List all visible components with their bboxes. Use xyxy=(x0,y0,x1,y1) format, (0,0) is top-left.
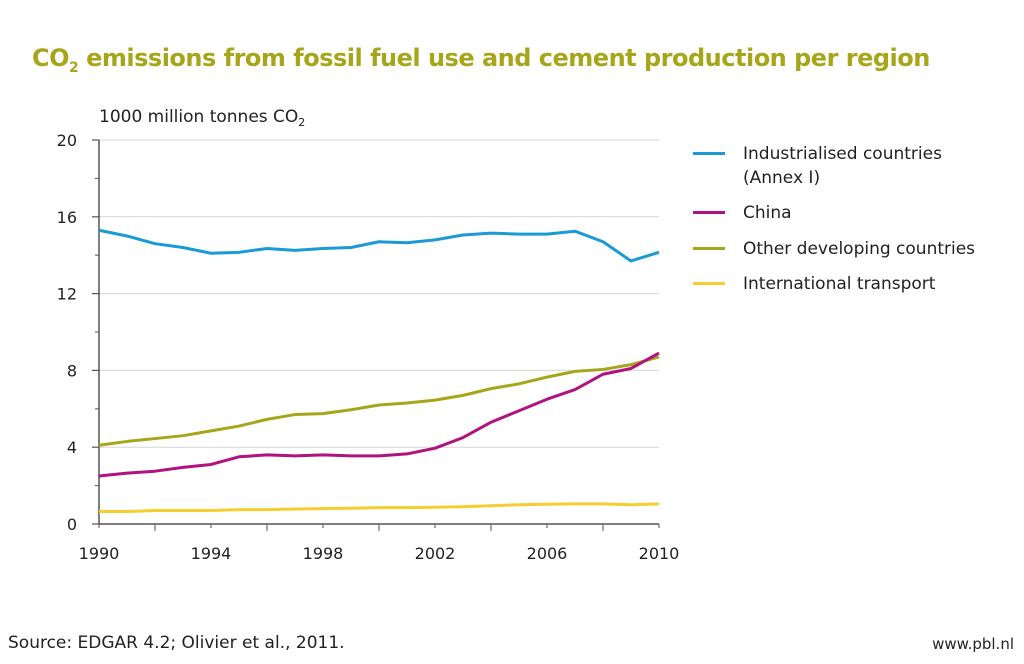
source-note: Source: EDGAR 4.2; Olivier et al., 2011. xyxy=(8,633,345,653)
x-tick-label: 1994 xyxy=(191,544,232,563)
y-axis-label: 1000 million tonnes CO2 xyxy=(99,107,305,129)
y-tick-label: 16 xyxy=(57,208,77,227)
series-line-industrialised-countries-annex-i- xyxy=(98,228,660,263)
series-line-china xyxy=(98,351,660,478)
legend-label: Other developing countries xyxy=(743,239,976,259)
legend-swatch xyxy=(693,211,725,214)
legend-swatch xyxy=(693,152,725,155)
legend-label: International transport xyxy=(743,274,936,294)
y-tick-label: 20 xyxy=(57,131,77,150)
website-url: www.pbl.nl xyxy=(932,635,1014,653)
legend-swatch xyxy=(693,282,725,285)
x-tick-label: 1998 xyxy=(303,544,344,563)
x-tick-label: 1990 xyxy=(79,544,120,563)
legend-label: China xyxy=(743,203,792,223)
series-line-other-developing-countries xyxy=(98,355,660,447)
legend-swatch xyxy=(693,247,725,250)
y-tick-label: 4 xyxy=(67,438,77,457)
x-tick-label: 2006 xyxy=(527,544,568,563)
legend-label: Industrialised countries (Annex I) xyxy=(743,144,942,188)
series-line-international-transport xyxy=(99,502,660,514)
y-tick-label: 0 xyxy=(67,515,77,534)
x-tick-label: 2010 xyxy=(639,544,680,563)
y-tick-label: 8 xyxy=(67,361,77,380)
y-tick-label: 12 xyxy=(57,285,77,304)
chart-title: CO2 emissions from fossil fuel use and c… xyxy=(32,44,930,76)
x-tick-label: 2002 xyxy=(415,544,456,563)
